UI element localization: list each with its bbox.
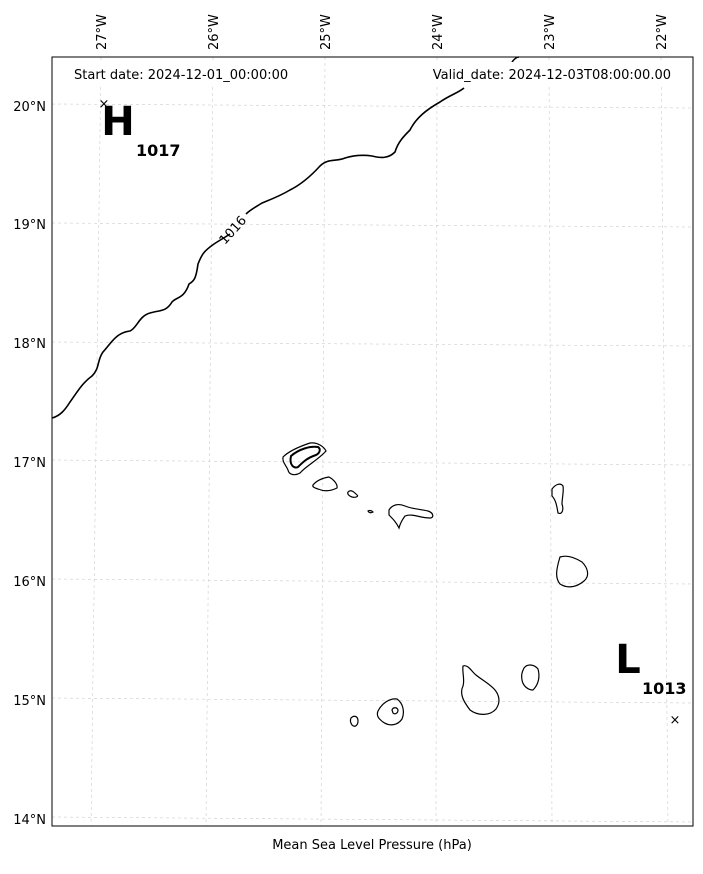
longitude-labels: 27°W 26°W 25°W 24°W 23°W 22°W	[95, 14, 670, 50]
parallel-20n	[51, 103, 694, 109]
island-santiago	[460, 665, 500, 715]
lon-label-25w: 25°W	[319, 14, 334, 50]
lat-label-19n: 19°N	[13, 218, 46, 233]
parallel-14n	[51, 816, 694, 823]
header-background	[70, 62, 308, 84]
island-sao-nicolau	[388, 504, 434, 530]
high-center-marker-icon: ×	[99, 97, 110, 112]
meridian-23w	[548, 56, 553, 827]
lon-label-27w: 27°W	[95, 14, 110, 50]
lon-label-23w: 23°W	[543, 14, 558, 50]
high-center-value: 1017	[136, 141, 181, 160]
map-caption: Mean Sea Level Pressure (hPa)	[272, 838, 472, 853]
lat-label-16n: 16°N	[13, 575, 46, 590]
parallel-16n	[51, 578, 694, 585]
meridian-22w	[660, 56, 669, 827]
lat-label-14n: 14°N	[13, 813, 46, 828]
lat-label-15n: 15°N	[13, 694, 46, 709]
meridian-25w	[320, 56, 326, 827]
high-pressure-center: × H 1017	[99, 97, 181, 160]
valid-background	[412, 62, 678, 84]
lon-label-26w: 26°W	[207, 14, 222, 50]
lat-label-20n: 20°N	[13, 100, 46, 115]
isobar-label-1016: 1016	[217, 213, 250, 248]
parallel-19n	[51, 222, 694, 228]
cape-verde-islands	[282, 442, 589, 727]
island-brava	[349, 715, 359, 727]
low-center-letter: L	[615, 637, 641, 683]
lon-label-24w: 24°W	[431, 14, 446, 50]
low-center-value: 1013	[642, 679, 687, 698]
map-frame	[51, 56, 694, 827]
lat-label-18n: 18°N	[13, 337, 46, 352]
latitude-labels: 20°N 19°N 18°N 17°N 16°N 15°N 14°N	[13, 100, 46, 828]
island-sao-vicente	[312, 476, 338, 492]
low-center-marker-icon: ×	[670, 713, 681, 728]
island-fogo-peak	[391, 707, 399, 715]
lat-label-17n: 17°N	[13, 456, 46, 471]
low-pressure-center: × L 1013	[615, 637, 686, 728]
island-boa-vista	[556, 555, 589, 588]
lon-label-22w: 22°W	[655, 14, 670, 50]
graticule	[51, 56, 694, 827]
island-santo-antao-peak	[289, 445, 321, 469]
meridian-27w	[90, 56, 102, 827]
parallel-17n	[51, 459, 694, 466]
island-sal	[551, 483, 564, 515]
island-santo-antao	[282, 442, 327, 476]
parallel-18n	[51, 341, 694, 347]
meridian-24w	[435, 56, 438, 827]
island-maio	[521, 664, 540, 691]
parallel-15n	[51, 697, 694, 704]
isobar-1016	[51, 56, 520, 419]
island-fogo	[376, 698, 404, 726]
meridian-26w	[205, 56, 214, 827]
island-santa-luzia	[347, 490, 359, 498]
island-raso	[367, 509, 375, 514]
start-date: Start date: 2024-12-01_00:00:00	[74, 68, 288, 83]
valid-date: Valid_date: 2024-12-03T08:00:00.00	[433, 68, 671, 83]
high-center-letter: H	[101, 99, 134, 145]
